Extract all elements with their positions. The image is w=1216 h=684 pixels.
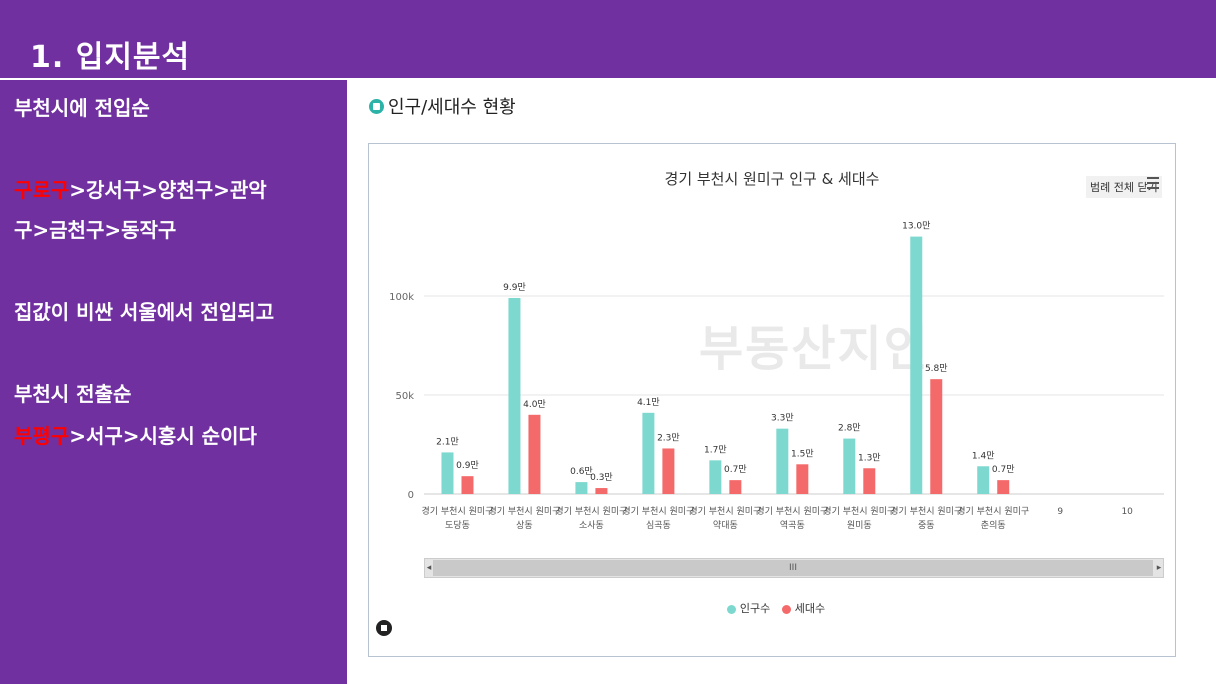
legend-item-households[interactable]: 세대수 [794,602,826,615]
bar-households [729,480,742,494]
legend-toggle-button[interactable]: 범례 전체 닫기 [1086,176,1162,198]
bar-population [977,466,990,494]
sidebar-line-move-in-order-2: 구>금천구>동작구 [14,218,177,242]
sidebar-line-move-in: 부천시에 전입순 [14,96,150,120]
x-tick-label: 경기 부천시 원미구 [555,505,627,517]
watermark: 부동산지인 [699,321,930,377]
section-title: 인구/세대수 현황 [369,93,516,119]
section-title-text: 인구/세대수 현황 [388,97,516,118]
y-tick-label: 0 [408,490,414,501]
data-label: 2.3만 [657,432,680,443]
data-label: 0.6만 [570,466,593,477]
x-tick-label: 역곡동 [780,520,805,531]
x-tick-label: 경기 부천시 원미구 [823,505,895,517]
x-tick-label: 중동 [918,520,935,531]
x-tick-label: 9 [1057,507,1063,517]
home-icon [376,620,392,636]
x-tick-label: 경기 부천시 원미구 [957,505,1029,517]
bar-households [528,414,541,494]
x-tick-label: 원미동 [847,520,872,531]
data-label: 3.3만 [771,413,794,424]
data-label: 0.7만 [724,464,747,475]
bar-population [910,236,923,494]
y-tick-label: 100k [389,292,414,303]
legend-dot-households [781,604,791,614]
sidebar: 부천시에 전입순 구로구>강서구>양천구>관악 구>금천구>동작구 집값이 비싼… [0,80,347,684]
sidebar-line-seoul: 집값이 비싼 서울에서 전입되고 [14,300,275,324]
move-in-order-rest: >강서구>양천구>관악 [69,178,267,202]
x-tick-label: 경기 부천시 원미구 [890,505,962,517]
bar-population [575,482,588,494]
data-label: 0.3만 [590,472,613,483]
chart-scrollbar[interactable]: ◂ III ▸ [424,558,1164,578]
highlight-bupyeong: 부평구 [14,424,70,448]
legend-dot-population [726,604,736,614]
data-label: 1.4만 [972,450,995,461]
x-tick-label: 도당동 [445,520,470,531]
hamburger-menu-icon[interactable] [1147,177,1159,189]
data-label: 1.5만 [791,448,814,459]
data-label: 9.9만 [503,282,526,293]
x-tick-label: 경기 부천시 원미구 [488,505,560,517]
scroll-left-arrow-icon[interactable]: ◂ [426,563,432,573]
data-label: 4.1만 [637,397,660,408]
bar-households [796,464,809,494]
x-tick-label: 춘의동 [981,520,1006,531]
chart-panel: 부동산지인 경기 부천시 원미구 인구 & 세대수 범례 전체 닫기 0 50k 1… [368,143,1176,657]
sidebar-line-move-in-order: 구로구>강서구>양천구>관악 [14,174,267,203]
bar-households [595,488,608,494]
y-tick-label: 50k [395,391,414,402]
bar-households [863,468,876,494]
bar-population [709,460,722,494]
bar-households [662,448,675,494]
home-icon [369,98,384,114]
scroll-right-arrow-icon[interactable]: ▸ [1156,563,1162,573]
x-tick-label: 경기 부천시 원미구 [689,505,761,517]
legend-item-population[interactable]: 인구수 [739,602,771,615]
bar-population [642,412,655,494]
x-tick-label: 심곡동 [646,520,671,531]
data-label: 13.0만 [902,221,930,232]
chart-legend: 인구수 세대수 [369,600,1175,616]
x-tick-label: 소사동 [579,520,604,531]
x-tick-label: 경기 부천시 원미구 [421,505,493,517]
data-label: 1.7만 [704,444,727,455]
x-tick-label: 약대동 [713,519,738,531]
bar-households [930,379,943,494]
header-bar: 1. 입지분석 [0,0,1216,78]
data-label: 0.9만 [456,460,479,471]
bar-population [508,297,521,494]
page-title: 1. 입지분석 [30,40,191,75]
sidebar-line-move-out: 부천시 전출순 [14,382,132,406]
bar-population [776,428,789,494]
x-tick-label: 경기 부천시 원미구 [756,505,828,517]
highlight-guro: 구로구 [14,178,70,202]
chart-title: 경기 부천시 원미구 인구 & 세대수 [664,170,880,188]
x-tick-label: 경기 부천시 원미구 [622,505,694,517]
move-out-order-rest: >서구>시흥시 순이다 [69,424,257,448]
bar-population [843,438,856,494]
x-tick-label: 상동 [516,520,533,531]
data-label: 4.0만 [523,399,546,410]
bar-households [997,480,1010,494]
bar-households [461,476,474,494]
scroll-thumb[interactable]: III [433,560,1153,576]
x-tick-label: 10 [1121,507,1133,517]
data-label: 5.8만 [925,363,948,374]
data-label: 0.7만 [992,464,1015,475]
data-label: 1.3만 [858,452,881,463]
sidebar-line-move-out-order: 부평구>서구>시흥시 순이다 [14,420,257,449]
bar-population [441,452,454,494]
data-label: 2.8만 [838,423,861,434]
data-label: 2.1만 [436,436,459,447]
